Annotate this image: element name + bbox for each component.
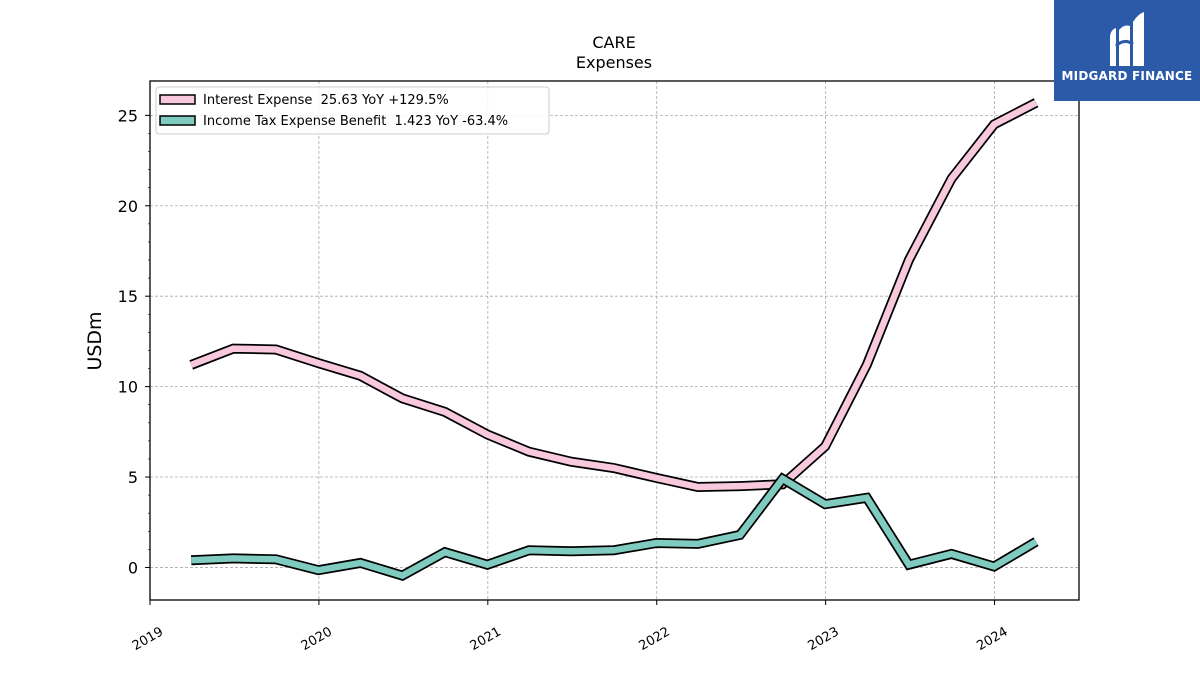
legend: Interest Expense 25.63 YoY +129.5% Incom…	[155, 86, 550, 135]
chart-title: CARE	[592, 33, 635, 52]
x-tick-label: 2023	[805, 624, 841, 654]
x-tick-label: 2022	[637, 624, 673, 654]
y-tick-label: 10	[118, 378, 138, 397]
legend-label-income-tax: Income Tax Expense Benefit 1.423 YoY -63…	[203, 114, 508, 129]
logo-text: MIDGARD FINANCE	[1061, 69, 1193, 83]
x-tick-label: 2019	[130, 624, 166, 654]
legend-label-interest-expense: Interest Expense 25.63 YoY +129.5%	[203, 93, 449, 108]
grid	[149, 81, 1079, 600]
series-line-income-tax-expense-benefit	[191, 474, 1038, 580]
y-axis-label: USDm	[84, 311, 106, 370]
x-axis-ticks: 2019 2020 2021 2022 2023 2024	[130, 600, 1011, 654]
legend-swatch-interest-expense	[159, 94, 196, 105]
chart-subtitle: Expenses	[576, 53, 652, 72]
midgard-logo-icon	[1110, 12, 1144, 66]
legend-swatch-income-tax	[159, 115, 196, 126]
x-tick-label: 2024	[974, 624, 1010, 654]
y-tick-label: 5	[128, 468, 138, 487]
x-tick-label: 2021	[468, 624, 504, 654]
series-line-interest-expense	[190, 99, 1038, 491]
y-axis-ticks: 0 5 10 15 20 25	[118, 106, 150, 577]
y-tick-label: 25	[118, 106, 138, 125]
brand-logo: MIDGARD FINANCE	[1054, 0, 1200, 101]
y-tick-label: 0	[128, 558, 138, 577]
y-tick-label: 20	[118, 197, 138, 216]
series-lines	[189, 98, 1039, 581]
x-tick-label: 2020	[299, 624, 335, 654]
series-outline-interest-expense	[189, 98, 1039, 493]
plot-frame	[149, 80, 1080, 601]
y-tick-label: 15	[118, 287, 138, 306]
legend-box	[155, 86, 550, 135]
